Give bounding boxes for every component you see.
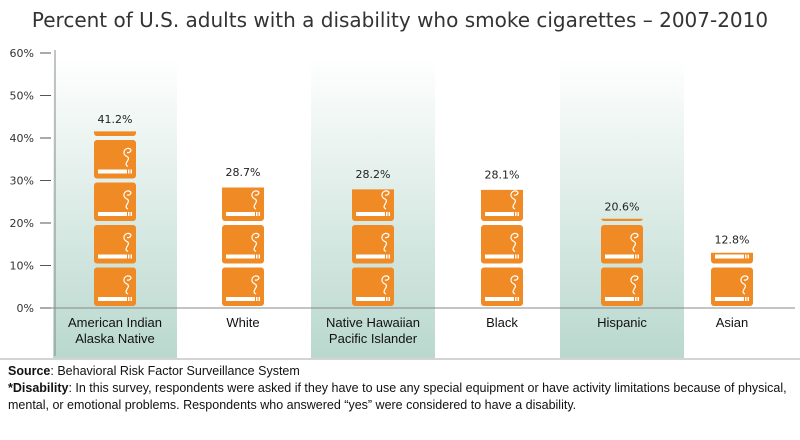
category-label: Alaska Native xyxy=(75,331,154,346)
cigarette-icon xyxy=(94,267,136,306)
cigarette-icon xyxy=(94,182,136,221)
cigarette-icon xyxy=(601,225,643,264)
data-label: 12.8% xyxy=(715,234,750,247)
cigarette-icon xyxy=(711,267,753,306)
cigarette-icon xyxy=(352,225,394,264)
category-label: Hispanic xyxy=(597,315,647,330)
category-label: Asian xyxy=(716,315,749,330)
cigarette-icon xyxy=(94,225,136,264)
cigarette-icon xyxy=(601,267,643,306)
cigarette-icon xyxy=(481,189,523,221)
chart-title: Percent of U.S. adults with a disability… xyxy=(31,8,769,32)
cigarette-icon xyxy=(481,225,523,264)
y-tick-label: 20% xyxy=(10,217,34,230)
source-note: Source: Behavioral Risk Factor Surveilla… xyxy=(8,364,300,378)
cigarette-icon xyxy=(481,267,523,306)
category-label: Native Hawaiian xyxy=(326,315,420,330)
cigarette-icon xyxy=(601,218,643,221)
category-label: American Indian xyxy=(68,315,162,330)
y-tick-label: 10% xyxy=(10,260,34,273)
y-tick-label: 0% xyxy=(17,302,34,315)
disability-note: *Disability: In this survey, respondents… xyxy=(8,381,787,412)
y-tick-label: 60% xyxy=(10,47,34,60)
y-tick-label: 40% xyxy=(10,132,34,145)
cigarette-icon xyxy=(711,252,753,264)
data-label: 28.7% xyxy=(226,166,261,179)
y-tick-label: 30% xyxy=(10,175,34,188)
category-label: Pacific Islander xyxy=(329,331,418,346)
y-tick-label: 50% xyxy=(10,90,34,103)
cigarette-icon xyxy=(222,187,264,221)
cigarette-icon xyxy=(222,267,264,306)
cigarette-icon xyxy=(94,140,136,179)
data-label: 20.6% xyxy=(605,200,640,213)
category-label: Black xyxy=(486,315,518,330)
plot-area: 0% 10% 20% 30% 40% 50% 60% 41.2% American India… xyxy=(0,47,800,360)
cigarette-icon xyxy=(222,225,264,264)
cigarette-icon xyxy=(352,189,394,221)
data-label: 28.2% xyxy=(356,168,391,181)
data-label: 41.2% xyxy=(98,113,133,126)
footnotes: Source: Behavioral Risk Factor Surveilla… xyxy=(8,363,798,414)
cigarette-icon xyxy=(94,131,136,136)
cigarette-icon xyxy=(352,267,394,306)
data-label: 28.1% xyxy=(485,169,520,182)
category-label: White xyxy=(226,315,259,330)
